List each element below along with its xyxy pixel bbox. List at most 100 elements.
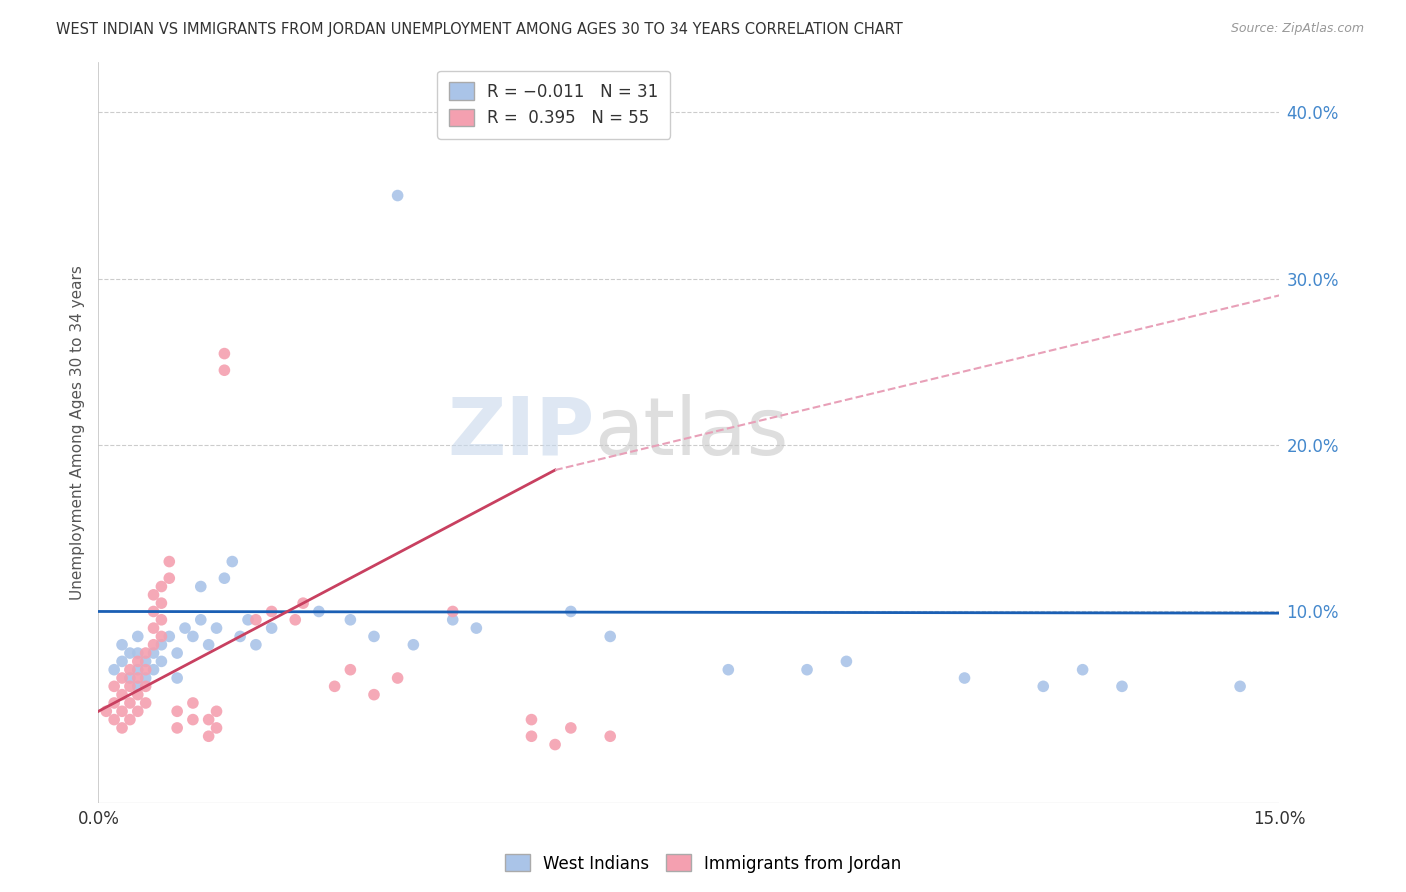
Text: ZIP: ZIP [447,393,595,472]
Point [363,629,385,643]
Point [111,688,134,702]
Point [284,613,307,627]
Point [118,663,141,677]
Point [387,671,409,685]
Point [229,629,252,643]
Point [135,671,157,685]
Point [142,638,165,652]
Point [150,654,173,668]
Point [135,646,157,660]
Point [1071,663,1094,677]
Point [181,713,204,727]
Point [103,679,125,693]
Text: Source: ZipAtlas.com: Source: ZipAtlas.com [1230,22,1364,36]
Text: WEST INDIAN VS IMMIGRANTS FROM JORDAN UNEMPLOYMENT AMONG AGES 30 TO 34 YEARS COR: WEST INDIAN VS IMMIGRANTS FROM JORDAN UN… [56,22,903,37]
Point [111,654,134,668]
Point [127,663,149,677]
Point [103,696,125,710]
Point [1229,679,1251,693]
Point [205,721,228,735]
Point [205,621,228,635]
Point [127,671,149,685]
Point [127,688,149,702]
Point [166,704,188,718]
Point [1111,679,1133,693]
Point [96,704,118,718]
Point [599,729,621,743]
Point [111,704,134,718]
Point [190,613,212,627]
Point [181,696,204,710]
Point [103,713,125,727]
Point [157,629,180,643]
Point [221,555,243,569]
Point [142,588,165,602]
Point [387,188,409,202]
Point [135,663,157,677]
Point [118,671,141,685]
Point [953,671,976,685]
Point [1032,679,1054,693]
Point [544,738,567,752]
Point [166,721,188,735]
Point [520,729,543,743]
Point [260,621,283,635]
Point [717,663,740,677]
Point [157,555,180,569]
Point [214,363,236,377]
Point [157,571,180,585]
Point [150,613,173,627]
Point [339,613,361,627]
Point [181,629,204,643]
Point [465,621,488,635]
Point [135,696,157,710]
Point [363,688,385,702]
Point [323,679,346,693]
Point [135,679,157,693]
Point [197,713,219,727]
Point [441,605,464,619]
Point [150,629,173,643]
Point [118,679,141,693]
Point [150,638,173,652]
Point [111,721,134,735]
Point [111,671,134,685]
Legend: West Indians, Immigrants from Jordan: West Indians, Immigrants from Jordan [498,847,908,880]
Point [142,646,165,660]
Point [260,605,283,619]
Point [197,729,219,743]
Point [560,721,582,735]
Point [142,663,165,677]
Point [599,629,621,643]
Point [520,713,543,727]
Point [127,704,149,718]
Text: atlas: atlas [595,393,789,472]
Point [150,580,173,594]
Point [166,646,188,660]
Y-axis label: Unemployment Among Ages 30 to 34 years: Unemployment Among Ages 30 to 34 years [69,265,84,600]
Point [402,638,425,652]
Point [236,613,259,627]
Point [205,704,228,718]
Point [560,605,582,619]
Point [339,663,361,677]
Point [118,646,141,660]
Point [111,638,134,652]
Point [214,346,236,360]
Point [166,671,188,685]
Point [197,638,219,652]
Point [308,605,330,619]
Point [796,663,818,677]
Point [142,621,165,635]
Point [127,654,149,668]
Point [174,621,197,635]
Point [150,596,173,610]
Point [127,679,149,693]
Point [103,663,125,677]
Point [135,654,157,668]
Point [127,646,149,660]
Point [245,613,267,627]
Point [142,605,165,619]
Point [441,613,464,627]
Point [245,638,267,652]
